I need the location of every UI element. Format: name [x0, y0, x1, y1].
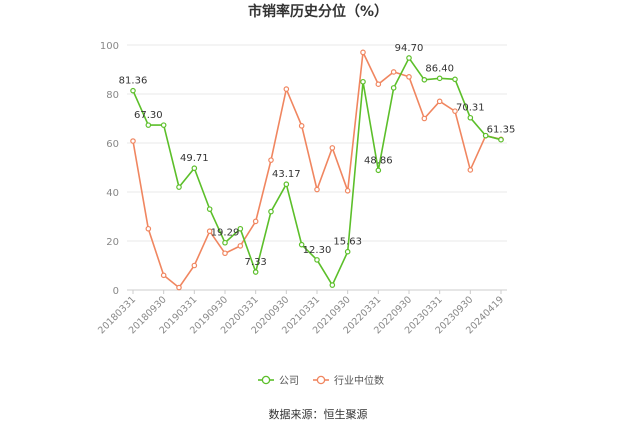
legend-label: 行业中位数 [334, 374, 384, 387]
data-point [375, 81, 382, 88]
data-point [130, 138, 136, 144]
data-point [176, 184, 182, 190]
data-label: 7.33 [245, 257, 267, 268]
data-point [283, 86, 290, 92]
data-label: 86.40 [425, 63, 454, 74]
data-point [222, 250, 228, 257]
data-point [390, 85, 397, 91]
data-point [360, 78, 366, 85]
data-point [206, 206, 213, 212]
legend-marker [261, 375, 271, 385]
data-point [191, 262, 198, 269]
data-point [421, 115, 428, 122]
data-point [406, 55, 412, 61]
data-point [421, 76, 428, 83]
y-tick-label: 80 [106, 90, 119, 101]
data-label: 15.63 [333, 237, 362, 248]
data-point [314, 257, 320, 263]
data-point [298, 123, 305, 129]
data-point [145, 225, 152, 232]
data-point [160, 272, 167, 279]
data-point [406, 74, 412, 80]
data-point [268, 157, 274, 163]
data-point [360, 49, 366, 56]
legend: 公司 行业中位数 [258, 374, 384, 387]
data-point [237, 225, 244, 232]
data-point [467, 167, 474, 173]
data-point [452, 76, 458, 83]
data-point [452, 108, 458, 114]
data-point [329, 145, 336, 151]
data-label: 49.71 [180, 153, 209, 164]
legend-label: 公司 [279, 376, 299, 387]
legend-marker [316, 375, 326, 385]
y-tick-label: 0 [113, 286, 119, 297]
data-point [375, 167, 382, 174]
data-label: 43.17 [272, 169, 301, 180]
source-note: 数据来源：恒生聚源 [269, 407, 368, 421]
data-point [160, 122, 167, 128]
data-label: 70.31 [456, 103, 485, 114]
data-point [145, 122, 152, 128]
data-point [206, 228, 213, 235]
data-point [252, 218, 259, 225]
data-label: 67.30 [134, 110, 163, 121]
data-point [176, 284, 182, 291]
data-point [298, 241, 305, 248]
y-tick-label: 20 [106, 237, 119, 248]
data-point [283, 181, 290, 188]
data-point [467, 114, 474, 121]
data-point [436, 75, 443, 82]
series-layer [130, 49, 504, 291]
data-label: 81.36 [119, 76, 148, 87]
data-point [482, 132, 489, 139]
data-point [498, 136, 504, 143]
data-point [344, 248, 351, 255]
y-tick-label: 100 [100, 41, 119, 52]
data-point [191, 165, 198, 172]
data-point [344, 187, 351, 194]
data-label: 19.29 [211, 228, 240, 239]
y-tick-label: 40 [106, 188, 119, 199]
data-point [252, 269, 259, 275]
data-label: 61.35 [487, 125, 516, 136]
data-point [436, 98, 443, 105]
data-point [314, 186, 320, 193]
data-point [130, 87, 136, 94]
data-point [390, 69, 397, 75]
data-label: 94.70 [395, 43, 424, 54]
axis-layer: 0204060801002018033120180930201903312019… [96, 41, 506, 336]
chart-title: 市销率历史分位（%） [248, 3, 388, 20]
data-point [268, 208, 274, 215]
data-point [237, 243, 244, 249]
data-label: 12.30 [303, 245, 332, 256]
data-point [222, 239, 228, 246]
y-tick-label: 60 [106, 139, 119, 150]
data-label: 48.86 [364, 155, 393, 166]
data-point [329, 282, 336, 288]
